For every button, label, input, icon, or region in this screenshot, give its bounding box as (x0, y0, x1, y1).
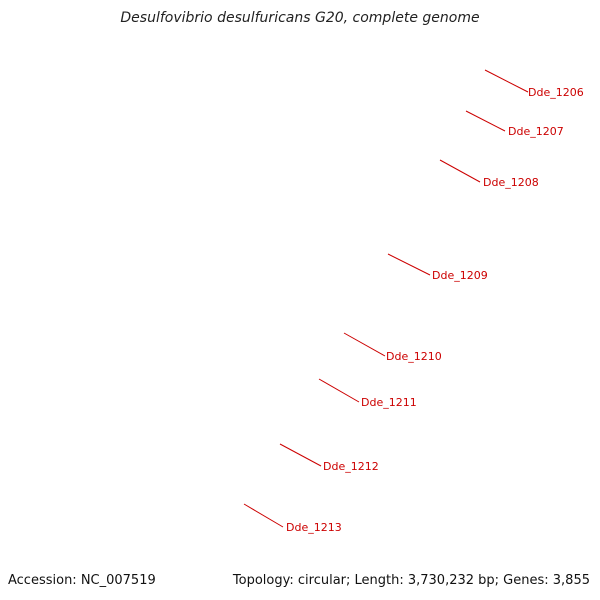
genome-title: Desulfovibrio desulfuricans G20, complet… (120, 10, 480, 26)
gene-label: Dde_1208 (483, 176, 539, 189)
gene-label: Dde_1213 (286, 521, 342, 534)
gene-callout-line (387, 253, 431, 276)
gene-callout-line (243, 503, 284, 528)
gene-label: Dde_1212 (323, 460, 379, 473)
gene-label: Dde_1210 (386, 350, 442, 363)
gene-label: Dde_1209 (432, 269, 488, 282)
gene-callout-line (465, 110, 506, 132)
gene-label: Dde_1211 (361, 396, 417, 409)
gene-label-callouts: Dde_1206 Dde_1207 Dde_1208 Dde_1209 Dde_1210… (243, 69, 584, 534)
gene-callout-line (279, 443, 322, 467)
gene-callout-line (484, 69, 529, 93)
accession-text: Accession: NC_007519 (8, 573, 156, 588)
gene-callout-line (439, 159, 481, 183)
gene-callout-line (343, 332, 386, 357)
gene-label: Dde_1207 (508, 125, 564, 138)
topology-summary-text: Topology: circular; Length: 3,730,232 bp… (232, 573, 590, 588)
gene-label: Dde_1206 (528, 86, 584, 99)
gene-callout-line (318, 378, 360, 403)
